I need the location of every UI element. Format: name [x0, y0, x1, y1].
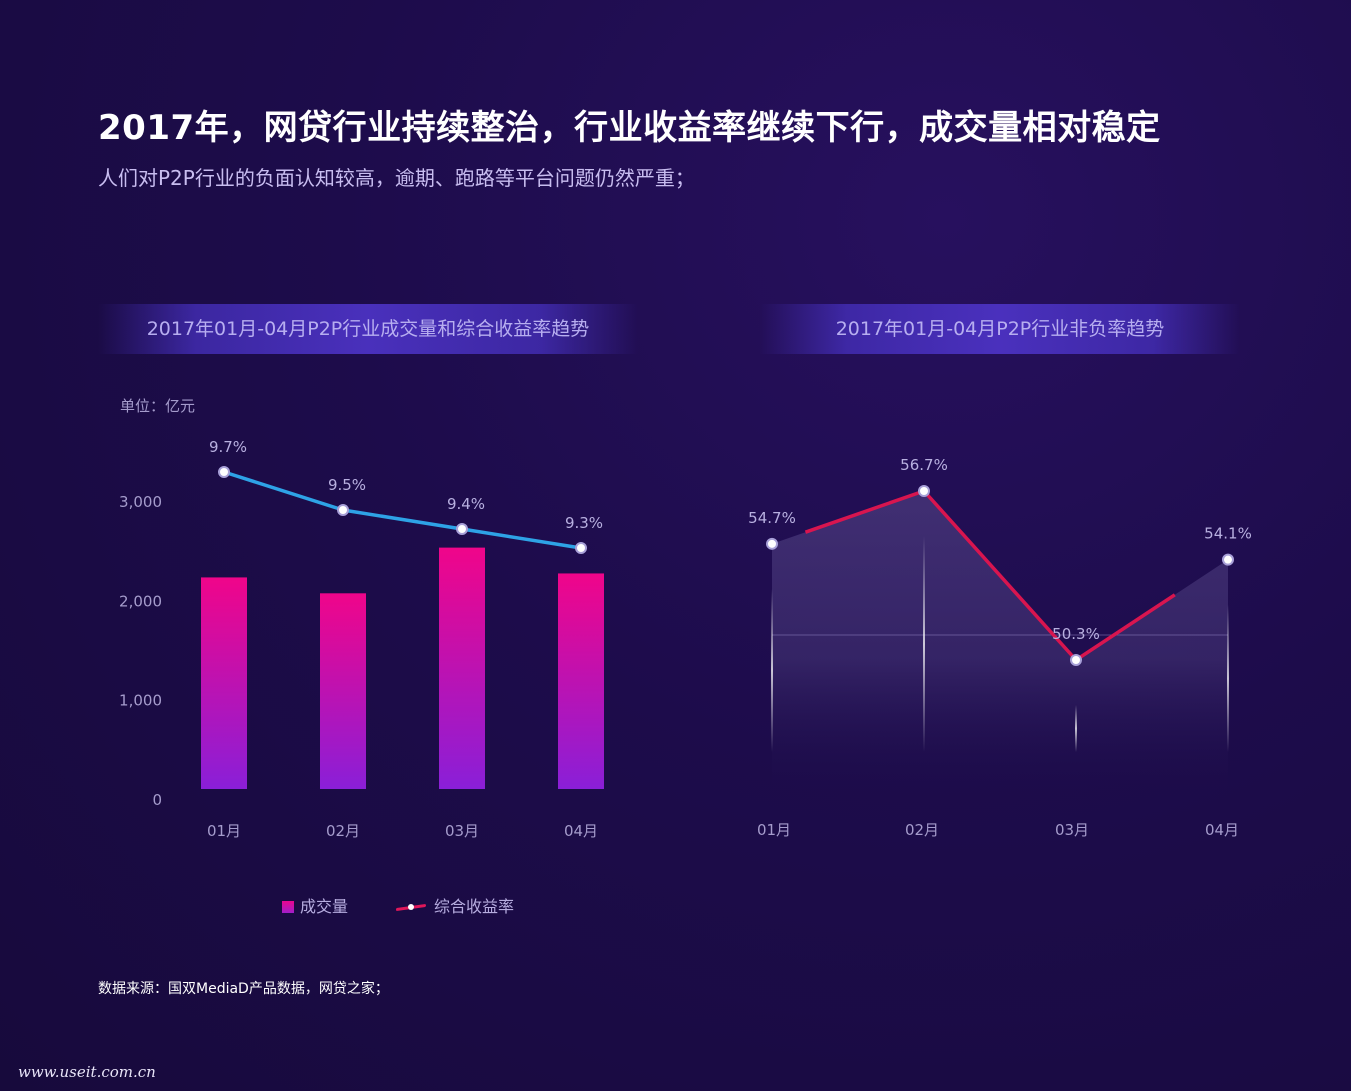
x-tick-label: 04月	[564, 822, 598, 840]
rate-point	[575, 542, 587, 554]
x-tick-label: 02月	[905, 821, 939, 839]
nonneg-data-label: 54.7%	[748, 509, 796, 527]
nonneg-line	[804, 489, 1176, 662]
nonneg-point	[1222, 553, 1234, 566]
nonneg-data-label: 54.1%	[1204, 525, 1252, 543]
right-chart-title: 2017年01月-04月P2P行业非负率趋势	[760, 304, 1240, 354]
legend-rate-label: 综合收益率	[434, 897, 515, 916]
x-tick-label: 03月	[1055, 821, 1089, 839]
unit-label: 单位：亿元	[120, 397, 195, 415]
drop-line	[1075, 705, 1077, 752]
left-chart-title: 2017年01月-04月P2P行业成交量和综合收益率趋势	[98, 304, 638, 354]
page-subtitle: 人们对P2P行业的负面认知较高，逾期、跑路等平台问题仍然严重；	[98, 166, 695, 190]
right-chart: 54.7% 56.7% 50.3% 54.1% 01月 02月 03月 04月	[748, 456, 1252, 839]
nonneg-area	[772, 491, 1228, 797]
volume-bar	[439, 547, 485, 789]
page-title: 2017年，网贷行业持续整治，行业收益率继续下行，成交量相对稳定	[98, 108, 1161, 148]
x-tick-label: 01月	[207, 822, 241, 840]
volume-bar	[558, 573, 604, 789]
rate-data-label: 9.3%	[565, 514, 603, 532]
y-tick-label: 0	[152, 791, 162, 809]
watermark: www.useit.com.cn	[18, 1063, 156, 1081]
drop-line	[923, 536, 925, 752]
nonneg-point	[1070, 654, 1082, 666]
nonneg-data-label: 50.3%	[1052, 625, 1100, 643]
rate-data-label: 9.7%	[209, 438, 247, 456]
y-tick-label: 2,000	[119, 592, 162, 610]
x-tick-label: 03月	[445, 822, 479, 840]
x-tick-label: 01月	[757, 821, 791, 839]
legend-rate: 综合收益率	[396, 893, 514, 917]
rate-point	[337, 504, 349, 516]
nonneg-data-label: 56.7%	[900, 456, 948, 474]
data-source: 数据来源：国双MediaD产品数据，网贷之家；	[98, 981, 389, 997]
rate-line	[223, 470, 582, 550]
y-tick-label: 1,000	[119, 692, 162, 710]
y-tick-label: 3,000	[119, 493, 162, 511]
nonneg-point	[766, 537, 778, 550]
rate-data-label: 9.5%	[328, 476, 366, 494]
drop-line	[1227, 604, 1229, 752]
rate-point	[456, 523, 468, 535]
legend-volume: 成交量	[282, 893, 348, 917]
x-tick-label: 04月	[1205, 821, 1239, 839]
x-tick-label: 02月	[326, 822, 360, 840]
bar-swatch-icon	[282, 901, 294, 913]
legend-volume-label: 成交量	[300, 897, 349, 916]
rate-data-label: 9.4%	[447, 495, 485, 513]
rate-point	[218, 466, 230, 478]
line-swatch-icon	[396, 901, 426, 913]
left-chart: 0 1,000 2,000 3,000 01月 02月 03月 04月 9.7% 9.5% 9.4%…	[119, 438, 604, 840]
nonneg-point	[918, 485, 930, 497]
drop-line	[771, 588, 773, 752]
volume-bar	[201, 577, 247, 789]
volume-bar	[320, 593, 366, 789]
